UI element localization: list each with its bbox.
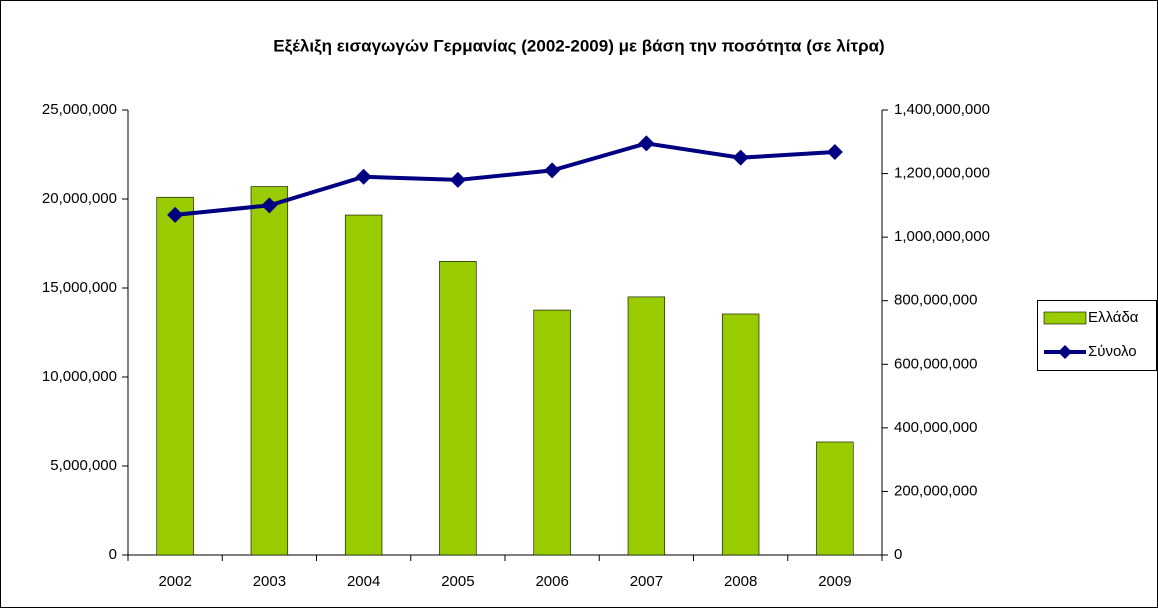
x-tick-label: 2008 — [724, 573, 757, 590]
y2-tick-label: 200,000,000 — [894, 482, 977, 499]
marker — [544, 162, 561, 179]
y2-tick-label: 800,000,000 — [894, 292, 977, 309]
legend-swatch — [1043, 311, 1087, 325]
marker — [167, 206, 184, 223]
y2-tick-label: 600,000,000 — [894, 355, 977, 372]
y2-tick-label: 1,200,000,000 — [894, 165, 990, 182]
line — [174, 141, 835, 217]
bar — [816, 441, 854, 556]
x-tick-label: 2007 — [630, 573, 663, 590]
marker — [826, 143, 843, 160]
y-tick-label: 5,000,000 — [50, 457, 117, 474]
y-tick-label: 25,000,000 — [42, 101, 117, 118]
marker — [638, 135, 655, 152]
marker — [355, 168, 372, 185]
marker — [732, 149, 749, 166]
y2-tick-label: 1,000,000,000 — [894, 228, 990, 245]
x-tick-label: 2009 — [818, 573, 851, 590]
y-tick-label: 15,000,000 — [42, 279, 117, 296]
x-tick-label: 2002 — [158, 573, 191, 590]
marker — [261, 197, 278, 214]
chart-title: Εξέλιξη εισαγωγών Γερμανίας (2002-2009) … — [273, 36, 884, 55]
y2-tick-label: 1,400,000,000 — [894, 101, 990, 118]
bar — [156, 196, 194, 556]
y2-tick-label: 0 — [894, 546, 902, 563]
x-tick-label: 2005 — [441, 573, 474, 590]
legend-marker — [1058, 345, 1072, 359]
y2-tick-label: 400,000,000 — [894, 419, 977, 436]
legend-label: Ελλάδα — [1088, 309, 1139, 326]
bar — [533, 309, 571, 556]
bar — [721, 313, 760, 556]
x-tick-label: 2006 — [535, 573, 568, 590]
bar — [250, 186, 289, 556]
bar — [344, 214, 383, 556]
y-tick-label: 0 — [109, 546, 117, 563]
legend-label: Σύνολο — [1088, 343, 1137, 360]
x-tick-label: 2004 — [347, 573, 380, 590]
y-tick-label: 10,000,000 — [42, 368, 117, 385]
x-tick-label: 2003 — [253, 573, 286, 590]
y-tick-label: 20,000,000 — [42, 190, 117, 207]
bar — [627, 296, 666, 556]
bar — [439, 260, 477, 556]
marker — [449, 171, 466, 188]
